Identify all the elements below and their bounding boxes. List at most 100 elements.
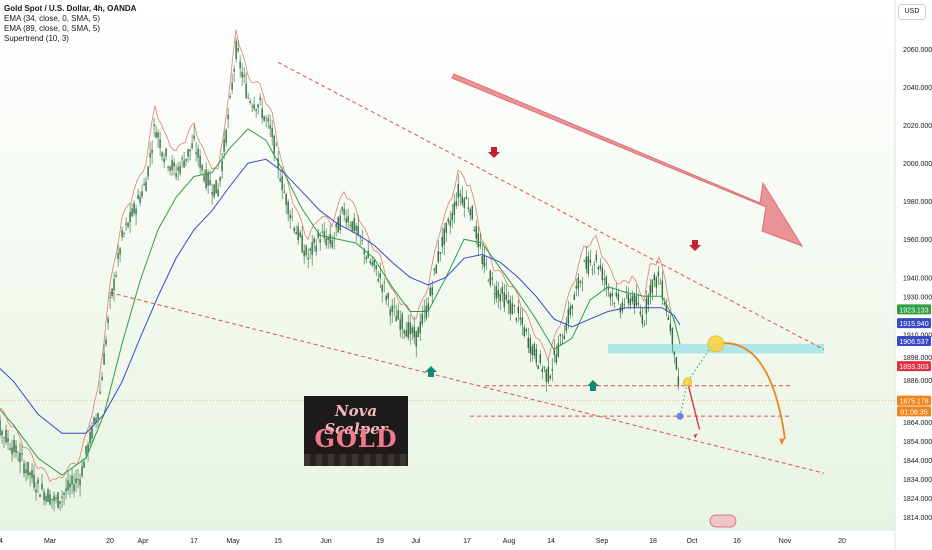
- candle-body: [319, 239, 321, 243]
- candle-body: [13, 439, 15, 452]
- candle-body: [253, 104, 255, 109]
- candle-body: [57, 492, 59, 508]
- candle-body: [271, 128, 273, 138]
- candle-body: [431, 287, 433, 296]
- plot-background: [0, 0, 895, 530]
- y-tick-label: 1980.000: [903, 199, 932, 206]
- candle-body: [0, 419, 1, 436]
- candle-body: [181, 157, 183, 160]
- candle-body: [355, 225, 357, 231]
- candle-body: [451, 212, 453, 221]
- candle-body: [279, 178, 281, 182]
- candle-body: [637, 302, 640, 305]
- candle-body: [223, 139, 225, 152]
- candle-body: [247, 97, 249, 99]
- candle-body: [461, 196, 463, 204]
- candle-body: [365, 256, 367, 260]
- candle-body: [411, 327, 413, 334]
- candle-body: [19, 452, 21, 463]
- y-tick-label: 1960.000: [903, 237, 932, 244]
- candle-body: [117, 253, 119, 259]
- candle-body: [121, 230, 123, 238]
- candle-body: [79, 479, 81, 486]
- candle-body: [235, 40, 237, 59]
- candle-body: [477, 233, 479, 248]
- candle-body: [49, 494, 51, 505]
- y-tick-label: 2040.000: [903, 85, 932, 92]
- candle-body: [229, 95, 231, 98]
- price-tag-label: 1923.133: [899, 307, 928, 314]
- big-down-arrow: [451, 73, 804, 247]
- candle-body: [219, 177, 221, 182]
- symbol-title[interactable]: Gold Spot / U.S. Dollar, 4h, OANDA: [4, 4, 137, 13]
- currency-button[interactable]: USD: [898, 4, 926, 20]
- candle-body: [77, 479, 79, 481]
- candle-body: [405, 330, 407, 337]
- candle-body: [609, 293, 612, 299]
- candle-body: [251, 106, 253, 107]
- candle-body: [257, 104, 259, 108]
- candle-body: [639, 311, 642, 315]
- candle-body: [659, 283, 662, 285]
- candle-body: [149, 153, 151, 158]
- candle-body: [345, 218, 347, 223]
- candle-body: [25, 469, 27, 473]
- candle-body: [591, 269, 594, 271]
- candle-body: [371, 261, 373, 266]
- x-tick-label: 15: [274, 538, 282, 545]
- candle-body: [417, 327, 419, 338]
- ema89-legend[interactable]: EMA (89, close, 0, SMA, 5): [4, 24, 101, 33]
- candle-body: [537, 365, 539, 369]
- candle-body: [673, 351, 676, 355]
- candle-body: [513, 304, 515, 307]
- y-tick-label: 1910.000: [903, 332, 932, 339]
- bull-fail-projection: [715, 342, 786, 440]
- candle-body: [663, 303, 666, 305]
- bull-fail-projection-head: [779, 438, 785, 445]
- x-tick-label: 20: [106, 538, 114, 545]
- candle-body: [245, 83, 247, 98]
- x-tick-label: 17: [463, 538, 471, 545]
- candle-body: [553, 350, 555, 355]
- candle-body: [581, 282, 583, 283]
- candle-body: [471, 205, 473, 220]
- ema34-legend[interactable]: EMA (34, close, 0, SMA, 5): [4, 14, 101, 23]
- candle-body: [293, 227, 295, 232]
- current-price-dot: [676, 412, 684, 420]
- candle-body: [163, 158, 165, 163]
- candle-body: [623, 304, 626, 306]
- candle-body: [23, 463, 25, 474]
- candle-body: [643, 323, 646, 325]
- candle-body: [491, 277, 493, 280]
- supertrend-legend[interactable]: Supertrend (10, 3): [4, 34, 69, 43]
- candle-body: [415, 330, 417, 347]
- target-dot-small: [683, 377, 692, 387]
- candle-body: [119, 248, 121, 255]
- candle-body: [535, 348, 537, 363]
- candle-body: [287, 201, 289, 215]
- candle-body: [463, 198, 465, 208]
- candle-body: [129, 212, 131, 223]
- candle-body: [469, 209, 471, 216]
- candle-body: [315, 245, 317, 252]
- candle-body: [433, 268, 435, 271]
- logo-line2: GOLD: [314, 424, 398, 453]
- candle-body: [67, 480, 69, 491]
- candle-body: [3, 437, 5, 439]
- candle-body: [301, 235, 303, 253]
- x-tick-label: 17: [190, 538, 198, 545]
- candle-body: [489, 270, 491, 285]
- candle-body: [311, 242, 313, 255]
- candle-body: [539, 354, 541, 364]
- x-tick-label: Aug: [503, 538, 516, 545]
- candle-body: [361, 240, 363, 242]
- candle-body: [423, 310, 425, 312]
- trendline-dashed: [109, 292, 825, 474]
- candle-body: [59, 501, 61, 504]
- candle-body: [215, 180, 217, 194]
- candle-body: [399, 319, 401, 331]
- candle-body: [99, 391, 101, 394]
- candle-body: [597, 266, 600, 270]
- x-tick-label: 19: [376, 538, 384, 545]
